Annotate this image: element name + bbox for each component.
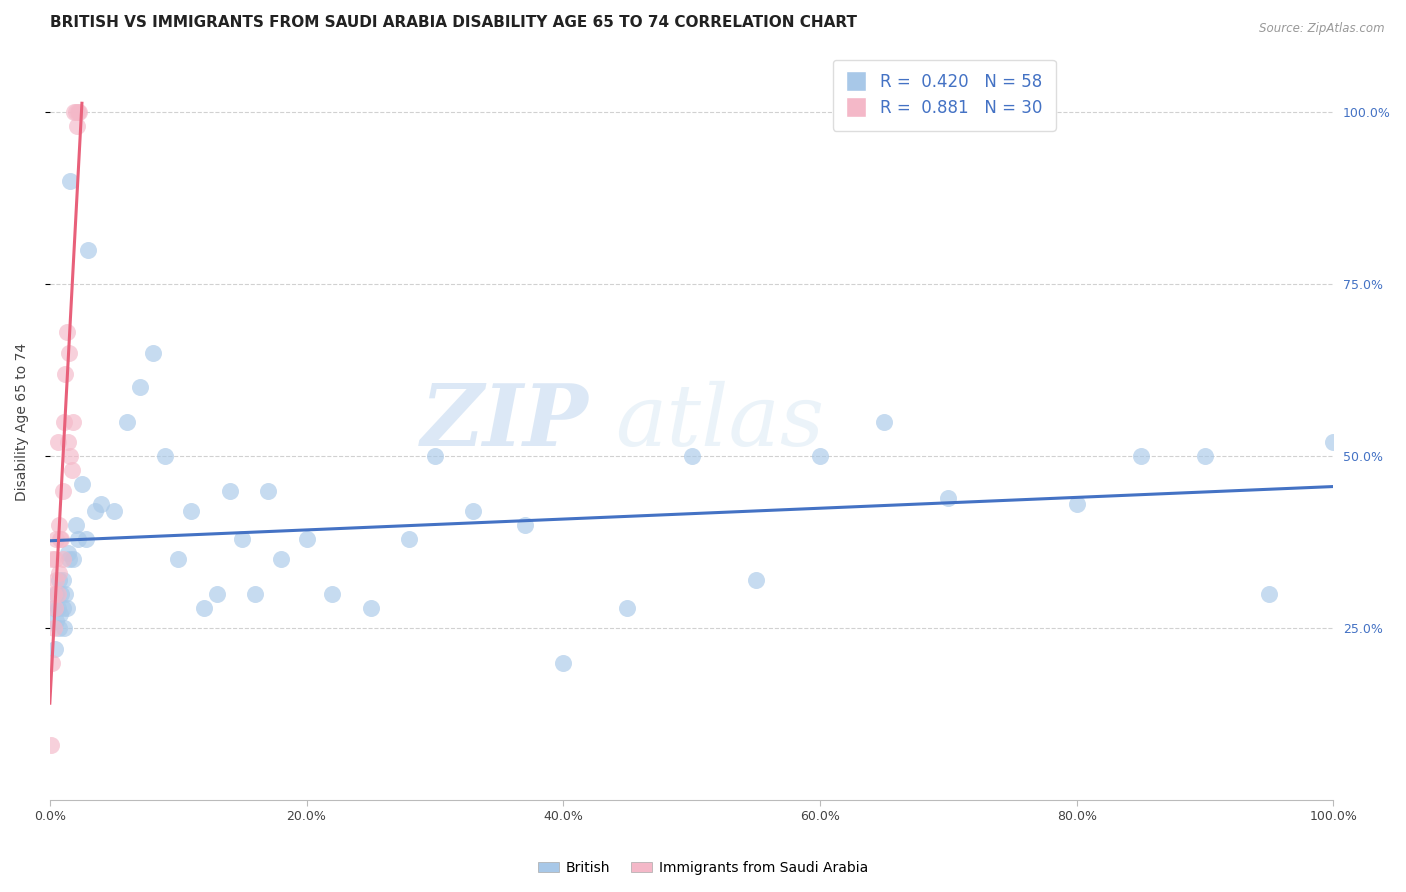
- Point: [681, 449, 703, 463]
- Point: [59, 174, 82, 188]
- Point: [553, 656, 575, 670]
- Point: [1066, 497, 1088, 511]
- Point: [167, 552, 190, 566]
- Point: [1194, 449, 1216, 463]
- Point: [59, 449, 82, 463]
- Point: [51, 587, 73, 601]
- Point: [52, 573, 75, 587]
- Point: [103, 504, 125, 518]
- Point: [46, 435, 69, 450]
- Point: [67, 532, 90, 546]
- Point: [65, 518, 87, 533]
- Point: [463, 504, 485, 518]
- Point: [70, 476, 93, 491]
- Point: [193, 600, 215, 615]
- Point: [60, 463, 83, 477]
- Point: [44, 641, 66, 656]
- Point: [205, 587, 228, 601]
- Point: [128, 380, 150, 394]
- Point: [295, 532, 318, 546]
- Point: [52, 483, 75, 498]
- Legend: British, Immigrants from Saudi Arabia: British, Immigrants from Saudi Arabia: [533, 855, 873, 880]
- Point: [423, 449, 446, 463]
- Point: [45, 587, 67, 601]
- Point: [75, 532, 97, 546]
- Point: [55, 600, 77, 615]
- Point: [155, 449, 177, 463]
- Point: [55, 326, 77, 340]
- Point: [46, 587, 69, 601]
- Point: [62, 552, 84, 566]
- Point: [48, 621, 70, 635]
- Point: [180, 504, 202, 518]
- Point: [218, 483, 240, 498]
- Point: [62, 415, 84, 429]
- Point: [1322, 435, 1344, 450]
- Point: [616, 600, 638, 615]
- Point: [52, 552, 75, 566]
- Point: [67, 105, 90, 120]
- Point: [1129, 449, 1152, 463]
- Point: [360, 600, 382, 615]
- Point: [67, 105, 90, 120]
- Point: [48, 518, 70, 533]
- Point: [77, 243, 100, 257]
- Point: [63, 105, 86, 120]
- Point: [51, 532, 73, 546]
- Text: atlas: atlas: [614, 381, 824, 463]
- Text: ZIP: ZIP: [420, 380, 589, 464]
- Point: [46, 600, 69, 615]
- Point: [83, 504, 105, 518]
- Legend: R =  0.420   N = 58, R =  0.881   N = 30: R = 0.420 N = 58, R = 0.881 N = 30: [834, 60, 1056, 130]
- Point: [53, 587, 76, 601]
- Point: [66, 119, 89, 133]
- Point: [41, 656, 63, 670]
- Point: [257, 483, 280, 498]
- Point: [44, 552, 66, 566]
- Point: [44, 600, 66, 615]
- Point: [48, 573, 70, 587]
- Point: [42, 587, 65, 601]
- Point: [398, 532, 420, 546]
- Point: [52, 600, 75, 615]
- Point: [49, 532, 72, 546]
- Point: [56, 435, 79, 450]
- Point: [808, 449, 831, 463]
- Point: [52, 415, 75, 429]
- Point: [39, 738, 62, 752]
- Point: [745, 573, 768, 587]
- Point: [48, 566, 70, 581]
- Point: [270, 552, 292, 566]
- Point: [45, 573, 67, 587]
- Point: [45, 532, 67, 546]
- Point: [231, 532, 253, 546]
- Point: [936, 491, 959, 505]
- Point: [1258, 587, 1281, 601]
- Text: BRITISH VS IMMIGRANTS FROM SAUDI ARABIA DISABILITY AGE 65 TO 74 CORRELATION CHAR: BRITISH VS IMMIGRANTS FROM SAUDI ARABIA …: [49, 15, 856, 30]
- Point: [45, 615, 67, 629]
- Point: [53, 367, 76, 381]
- Point: [141, 346, 163, 360]
- Y-axis label: Disability Age 65 to 74: Disability Age 65 to 74: [15, 343, 30, 501]
- Point: [42, 621, 65, 635]
- Point: [321, 587, 343, 601]
- Point: [65, 105, 87, 120]
- Text: Source: ZipAtlas.com: Source: ZipAtlas.com: [1260, 22, 1385, 36]
- Point: [873, 415, 896, 429]
- Point: [41, 552, 63, 566]
- Point: [52, 621, 75, 635]
- Point: [513, 518, 536, 533]
- Point: [58, 552, 80, 566]
- Point: [58, 346, 80, 360]
- Point: [42, 600, 65, 615]
- Point: [49, 607, 72, 622]
- Point: [90, 497, 112, 511]
- Point: [245, 587, 267, 601]
- Point: [56, 545, 79, 559]
- Point: [115, 415, 138, 429]
